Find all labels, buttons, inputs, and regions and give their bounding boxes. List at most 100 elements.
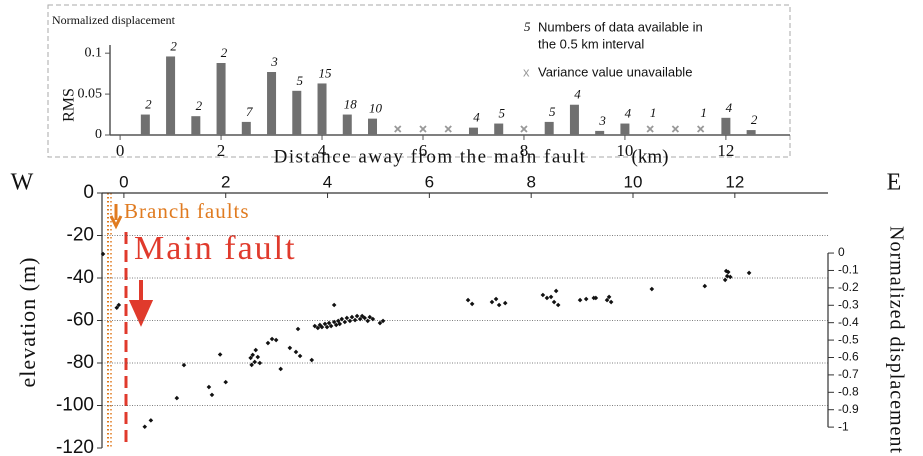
point [315,325,321,331]
y2-axis-label: Normalized displacement [885,226,907,454]
point [253,347,259,353]
point [380,318,386,324]
bar [368,118,378,135]
count-label: 1 [650,105,657,120]
bar [140,114,150,135]
x-tick-label: 4 [318,141,327,160]
point [352,317,358,323]
point [293,349,299,355]
point [312,323,318,329]
y2-tick-label: 0 [838,245,845,259]
point [702,283,708,289]
point [493,296,499,302]
point [359,313,365,319]
point [727,274,733,280]
count-label: 4 [574,87,581,102]
x-tick-label: 0 [116,141,125,160]
point [544,295,550,301]
y2-tick-label: -0.6 [838,350,859,364]
point [342,319,348,325]
bar [569,104,579,135]
point [370,316,376,322]
x-tick-label: 10 [624,172,643,191]
bar [595,130,605,135]
point [309,357,315,363]
y2-tick-label: -0.3 [838,297,859,311]
unavailable-marker [444,125,452,133]
count-label: 10 [369,101,383,116]
unavailable-marker [646,125,654,133]
top-x-label: Distance away from the main fault [274,146,587,167]
y2-tick-label: -1 [838,419,849,433]
count-label: 2 [221,45,228,60]
point [269,336,275,342]
point [577,297,583,303]
point [583,296,589,302]
x-tick-label: 8 [526,172,535,191]
x-tick-label: 12 [717,141,734,160]
point [223,379,229,385]
legend-label: Variance value unavailable [538,64,692,79]
y-tick-label: -120 [56,437,94,456]
point [142,424,148,430]
point [326,320,332,326]
point [344,315,350,321]
point [724,273,730,279]
point [209,392,215,398]
count-label: 2 [145,97,152,112]
y-tick-label: -20 [67,225,94,246]
unavailable-marker [671,125,680,133]
point [553,288,559,294]
point [333,322,339,328]
point [365,318,371,324]
point [249,362,254,368]
point [328,323,334,329]
point [319,324,325,330]
unavailable-marker [697,125,705,133]
legend-symbol: x [523,64,530,79]
count-label: 2 [751,112,758,127]
bar [620,123,630,135]
point [349,314,355,320]
point [257,360,263,366]
point [465,297,471,303]
point [347,318,353,324]
count-label: 7 [246,104,253,119]
y2-tick-label: -0.7 [838,367,859,381]
bar [544,121,554,135]
count-label: 2 [196,98,203,113]
point [606,294,612,300]
main-fault-label: Main fault [134,230,297,267]
point [317,322,323,328]
point [496,302,502,308]
point [324,324,330,330]
bar [746,130,756,135]
y-axis-label: elevation (m) [15,257,40,388]
bar [216,63,226,135]
point [248,355,253,361]
bar [191,116,201,135]
y-tick-label: -40 [67,267,94,288]
count-label: 2 [170,38,177,53]
point [593,295,599,301]
count-label: 18 [344,97,358,112]
bar [494,123,504,135]
point [551,299,557,305]
point [354,313,360,319]
y-tick-label: 0.05 [78,86,103,101]
point [252,359,258,365]
point [297,353,303,359]
point [100,251,106,257]
legend-label: Numbers of data available in [538,19,703,34]
bar [292,90,302,135]
y2-tick-label: -0.9 [838,402,859,416]
point [502,300,508,306]
y2-tick-label: -0.4 [838,315,859,329]
point [362,315,368,321]
bar [267,72,277,135]
point [331,319,337,325]
count-label: 5 [498,106,505,121]
y-tick-label: 0 [83,182,94,203]
point [608,299,614,305]
